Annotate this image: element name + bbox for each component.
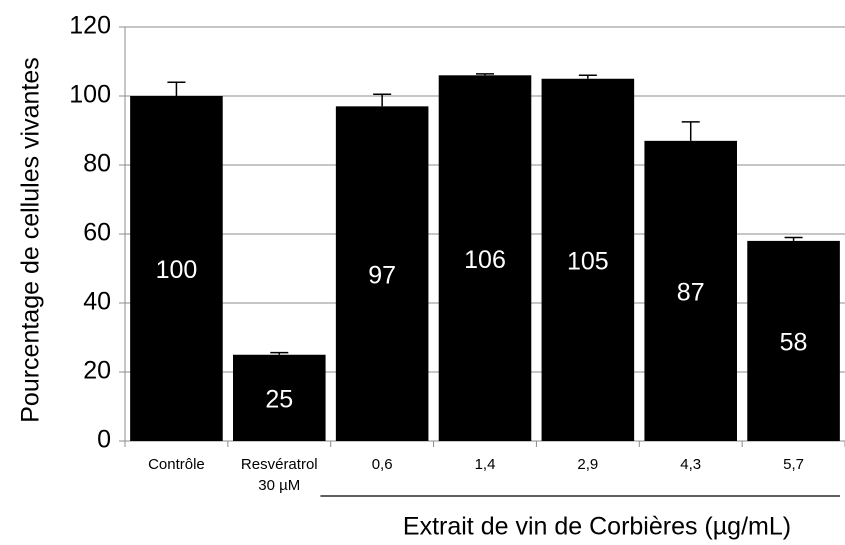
x-tick-label: 4,3: [680, 456, 702, 473]
value-label: 97: [368, 261, 396, 289]
x-tick-label: Contrôle: [148, 456, 205, 473]
y-tick-label: 20: [83, 357, 111, 385]
y-tick-label: 100: [69, 81, 111, 109]
bar: [335, 106, 429, 441]
x-tick-label: 1,4: [474, 456, 496, 473]
y-tick-label: 40: [83, 288, 111, 316]
bar: [130, 96, 223, 441]
bar: [541, 78, 635, 441]
value-label: 58: [780, 329, 808, 357]
x-tick-label: 2,9: [577, 456, 599, 473]
y-tick-label: 60: [83, 219, 111, 247]
x-tick-label: Resvératrol 30 µM: [240, 456, 318, 494]
bar: [233, 354, 326, 441]
x-tick-label: 0,6: [371, 456, 393, 473]
value-label: 105: [567, 247, 609, 275]
value-label: 87: [677, 279, 705, 307]
y-tick-label: 120: [69, 12, 111, 40]
value-label: 25: [265, 385, 293, 413]
y-tick-label: 0: [97, 426, 111, 454]
group-label: Extrait de vin de Corbières (µg/mL): [403, 513, 791, 541]
value-label: 106: [464, 246, 506, 274]
y-tick-label: 80: [83, 150, 111, 178]
x-tick-label: 5,7: [783, 456, 804, 473]
bar: [644, 140, 737, 441]
bar: [747, 240, 840, 441]
bar: [438, 75, 532, 442]
value-label: 100: [156, 256, 198, 284]
y-axis-label: Pourcentage de cellules vivantes: [17, 57, 45, 423]
